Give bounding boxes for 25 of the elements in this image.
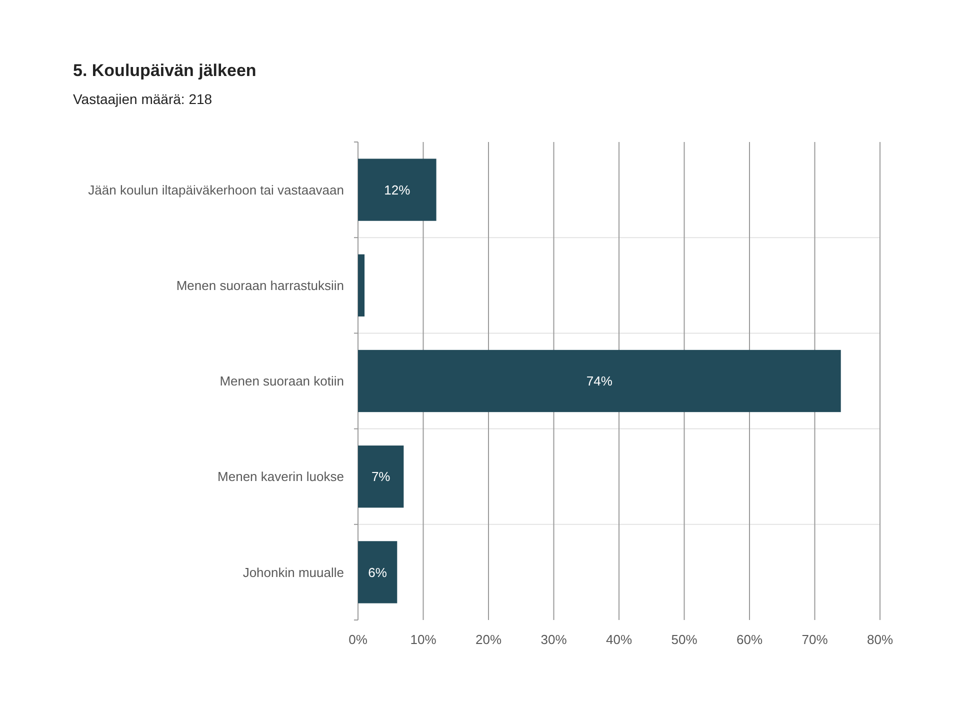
text: 5. Koulupäivän jälkeen (73, 61, 256, 80)
x-tick-label: 10% (410, 632, 437, 647)
y-tick-label: Johonkin muualle (242, 564, 344, 580)
x-tick-label: 20% (475, 632, 502, 647)
x-tick-label: 60% (736, 632, 763, 647)
x-tick-label: 80% (866, 632, 894, 647)
y-tick-label: Menen kaverin luokse (218, 469, 344, 484)
x-tick-label: 40% (606, 632, 632, 647)
data-label: 7% (371, 469, 391, 484)
y-tick-label: Jään koulun iltapäiväkerhoon tai vastaavaan (88, 182, 344, 198)
data-label: 74% (586, 374, 613, 389)
bar (358, 254, 365, 316)
bar (358, 158, 436, 221)
y-tick-label: Menen suoraan kotiin (220, 374, 344, 389)
bar (358, 541, 398, 604)
bar (358, 446, 404, 508)
data-label: 6% (368, 564, 388, 580)
x-tick-label: 50% (671, 632, 698, 647)
data-label: 12% (384, 182, 411, 198)
x-tick-label: 70% (802, 632, 828, 647)
x-tick-label: 30% (540, 632, 568, 647)
x-tick-label: 0% (348, 632, 368, 647)
bar (358, 350, 841, 412)
text: Vastaajien määrä: 218 (73, 91, 212, 107)
y-tick-label: Menen suoraan harrastuksiin (176, 278, 344, 293)
